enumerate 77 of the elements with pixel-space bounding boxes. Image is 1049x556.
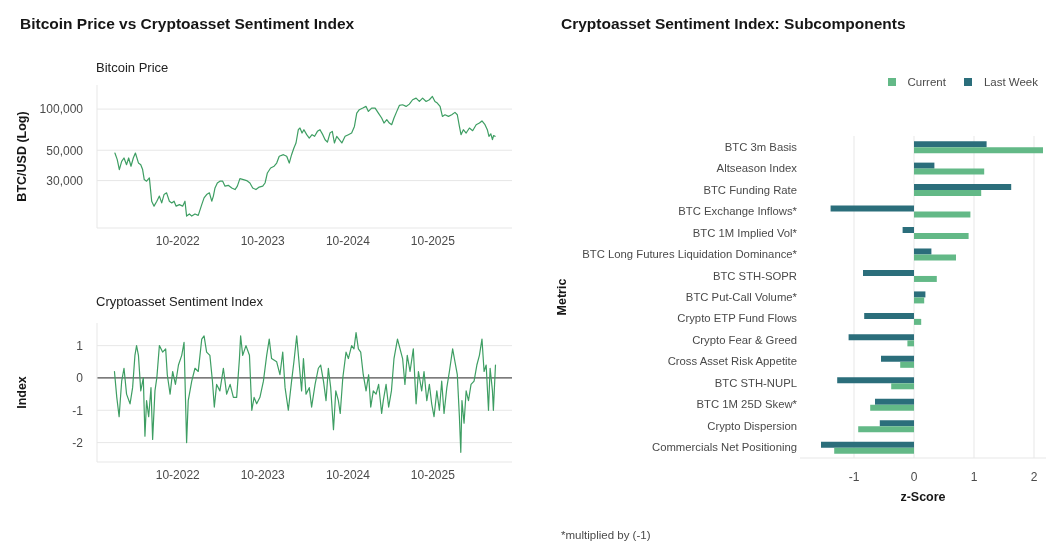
x-tick-label: 10-2023 bbox=[240, 467, 286, 482]
chart-subtitle: Bitcoin Price bbox=[96, 60, 169, 75]
y-tick-label: BTC STH-NUPL bbox=[714, 376, 797, 389]
bar bbox=[863, 269, 914, 276]
bar bbox=[914, 168, 985, 175]
y-tick-label: Commercials Net Positioning bbox=[651, 441, 797, 454]
bar bbox=[914, 184, 1012, 191]
bar bbox=[848, 334, 914, 341]
bar bbox=[914, 190, 982, 197]
chart-title: Cryptoasset Sentiment Index: Subcomponents bbox=[561, 15, 906, 33]
y-tick-label: BTC Put-Call Volume* bbox=[685, 291, 798, 303]
y-tick-label: 100,000 bbox=[39, 102, 84, 117]
y-axis-title: BTC/USD (Log) bbox=[15, 111, 30, 202]
y-tick-label: Crypto Fear & Greed bbox=[692, 333, 797, 346]
y-tick-label: BTC 3m Basis bbox=[724, 140, 798, 153]
x-tick-label: 10-2022 bbox=[155, 233, 201, 248]
bar bbox=[830, 205, 914, 212]
bar bbox=[914, 141, 987, 148]
bar bbox=[914, 297, 925, 304]
bar bbox=[821, 441, 914, 448]
y-tick-label: 0 bbox=[76, 371, 84, 386]
y-tick-label: Cross Asset Risk Appetite bbox=[667, 355, 797, 368]
y-tick-label: Altseason Index bbox=[716, 162, 798, 175]
bar bbox=[914, 318, 922, 325]
x-tick-label: 10-2024 bbox=[325, 467, 371, 482]
x-tick-label: -1 bbox=[848, 469, 860, 484]
bar bbox=[858, 426, 914, 433]
x-axis-title: z-Score bbox=[900, 490, 946, 504]
y-axis-title: Index bbox=[15, 376, 30, 409]
bar bbox=[914, 211, 971, 218]
y-tick-label: BTC 1M 25D Skew* bbox=[696, 398, 798, 411]
x-tick-label: 10-2023 bbox=[240, 233, 286, 248]
bar bbox=[914, 162, 935, 169]
y-tick-label: Crypto ETP Fund Flows bbox=[677, 312, 798, 325]
y-tick-label: 50,000 bbox=[46, 143, 84, 158]
line-series bbox=[114, 95, 496, 217]
bar bbox=[907, 340, 914, 347]
y-axis-title: Metric bbox=[555, 278, 570, 316]
y-tick-label: BTC Long Futures Liquidation Dominance* bbox=[582, 248, 798, 261]
bar bbox=[914, 147, 1043, 154]
x-tick-label: 1 bbox=[970, 469, 978, 484]
chart-title: Cryptoasset Sentiment Index bbox=[96, 294, 263, 309]
x-tick-label: 2 bbox=[1030, 469, 1038, 484]
chart-title: Bitcoin Price vs Cryptoasset Sentiment Index bbox=[20, 15, 355, 33]
bar bbox=[900, 361, 914, 368]
bar bbox=[914, 275, 937, 282]
x-tick-label: 10-2022 bbox=[155, 467, 201, 482]
x-tick-label: 10-2024 bbox=[325, 233, 371, 248]
bar bbox=[881, 355, 914, 362]
y-tick-label: -1 bbox=[72, 403, 84, 418]
legend-label: Current bbox=[907, 76, 946, 88]
bar bbox=[914, 248, 932, 255]
line-series bbox=[113, 332, 497, 453]
bar bbox=[891, 383, 914, 390]
bar bbox=[864, 312, 914, 319]
y-tick-label: BTC 1M Implied Vol* bbox=[692, 226, 798, 239]
y-tick-label: Crypto Dispersion bbox=[707, 419, 797, 432]
legend-label: Last Week bbox=[983, 76, 1038, 88]
y-tick-label: BTC Funding Rate bbox=[703, 183, 797, 196]
bar bbox=[914, 291, 926, 298]
bar bbox=[875, 398, 914, 405]
y-tick-label: 1 bbox=[76, 338, 84, 353]
bar bbox=[914, 254, 956, 261]
y-tick-label: BTC STH-SOPR bbox=[712, 269, 797, 282]
y-tick-label: -2 bbox=[72, 435, 84, 450]
bar bbox=[902, 227, 914, 234]
bar bbox=[870, 404, 914, 411]
x-tick-label: 10-2025 bbox=[410, 233, 456, 248]
bar bbox=[914, 233, 969, 240]
bar bbox=[837, 377, 914, 384]
bar bbox=[834, 447, 914, 454]
bar bbox=[879, 420, 914, 427]
x-tick-label: 0 bbox=[910, 469, 918, 484]
y-tick-label: BTC Exchange Inflows* bbox=[678, 205, 798, 218]
x-tick-label: 10-2025 bbox=[410, 467, 456, 482]
y-tick-label: 30,000 bbox=[46, 173, 84, 188]
text: *multiplied by (-1) bbox=[561, 529, 651, 541]
